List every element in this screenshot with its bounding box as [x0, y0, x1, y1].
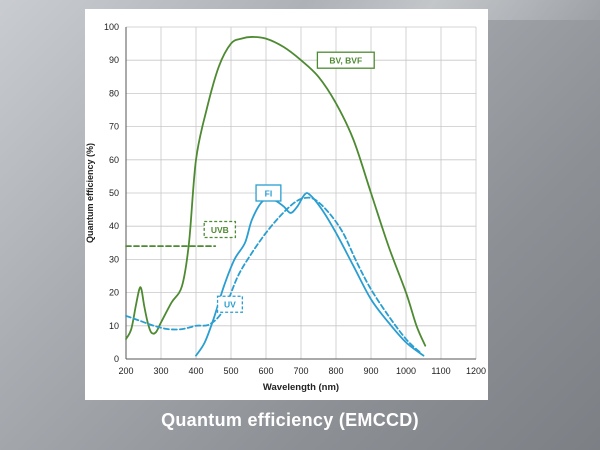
x-tick-label: 200 [118, 366, 133, 376]
y-tick-label: 70 [109, 122, 119, 132]
x-axis-label: Wavelength (nm) [263, 382, 339, 393]
series-label-bv-bvf: BV, BVF [329, 56, 362, 66]
series-line-uv [125, 196, 421, 354]
x-tick-label: 800 [328, 366, 343, 376]
qe-chart: 200 300 400 500 600 700 800 900 1000 1100 1200 0 10 2… [85, 22, 486, 393]
y-tick-label: 60 [109, 155, 119, 165]
x-tick-label: 1000 [396, 366, 416, 376]
x-tick-label: 700 [293, 366, 308, 376]
y-tick-label: 40 [109, 221, 119, 231]
slide-caption: Quantum efficiency (EMCCD) [161, 410, 419, 430]
y-tick-label: 20 [109, 288, 119, 298]
x-tick-label: 400 [188, 366, 203, 376]
label-box-fi [255, 184, 282, 202]
x-tick-label: 900 [363, 366, 378, 376]
series-line-fi [195, 192, 425, 357]
x-tick-label: 1100 [431, 366, 450, 376]
series-label-uv: UV [224, 300, 236, 310]
label-box-uv [216, 295, 244, 313]
y-tick-label: 100 [104, 22, 119, 32]
y-tick-label: 0 [114, 354, 119, 364]
label-box-uvb [203, 220, 237, 239]
y-tick-label: 50 [109, 188, 119, 198]
x-tick-label: 300 [153, 366, 168, 376]
y-tick-label: 30 [109, 254, 119, 264]
series-line-bv-bvf [125, 36, 427, 347]
label-box-bv-bvf [316, 51, 375, 69]
y-tick-label: 90 [109, 55, 119, 65]
x-tick-label: 500 [223, 366, 238, 376]
series-label-fi: FI [265, 188, 273, 198]
x-tick-label: 1200 [466, 366, 486, 376]
series-label-uvb: UVB [211, 225, 229, 235]
y-axis-label: Quantum efficiency (%) [85, 143, 95, 243]
x-tick-label: 600 [258, 366, 273, 376]
chart-panel: 200 300 400 500 600 700 800 900 1000 1100 1200 0 10 2… [85, 9, 488, 400]
y-tick-label: 10 [109, 321, 119, 331]
y-tick-label: 80 [109, 88, 119, 98]
